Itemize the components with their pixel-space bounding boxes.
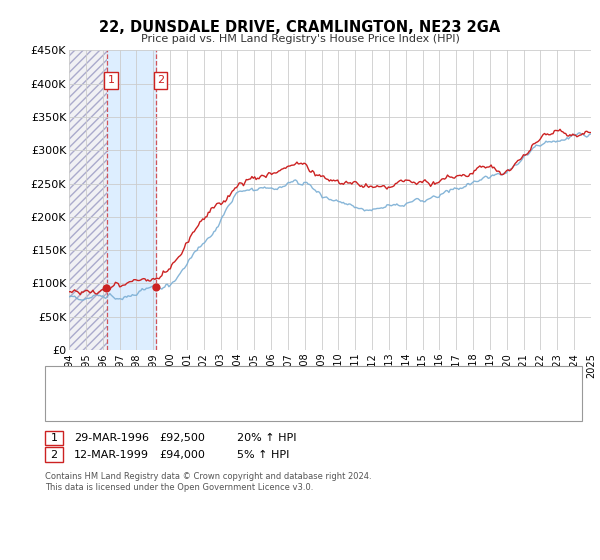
Point bbox=[152, 283, 161, 292]
Bar bbox=[69, 50, 107, 350]
Text: 2: 2 bbox=[50, 450, 58, 460]
Text: 1: 1 bbox=[107, 76, 115, 85]
Text: Contains HM Land Registry data © Crown copyright and database right 2024.: Contains HM Land Registry data © Crown c… bbox=[45, 472, 371, 480]
Text: £92,500: £92,500 bbox=[159, 433, 205, 443]
Text: Price paid vs. HM Land Registry's House Price Index (HPI): Price paid vs. HM Land Registry's House … bbox=[140, 34, 460, 44]
Text: HPI: Average price, detached house, Northumberland: HPI: Average price, detached house, Nort… bbox=[93, 403, 372, 412]
Bar bbox=[107, 50, 157, 350]
Text: 1: 1 bbox=[50, 433, 58, 443]
Text: 29-MAR-1996: 29-MAR-1996 bbox=[74, 433, 149, 443]
Text: 22, DUNSDALE DRIVE, CRAMLINGTON, NE23 2GA (detached house): 22, DUNSDALE DRIVE, CRAMLINGTON, NE23 2G… bbox=[93, 377, 442, 386]
Text: 5% ↑ HPI: 5% ↑ HPI bbox=[237, 450, 289, 460]
Text: 20% ↑ HPI: 20% ↑ HPI bbox=[237, 433, 296, 443]
Text: £94,000: £94,000 bbox=[159, 450, 205, 460]
Text: 22, DUNSDALE DRIVE, CRAMLINGTON, NE23 2GA: 22, DUNSDALE DRIVE, CRAMLINGTON, NE23 2G… bbox=[100, 20, 500, 35]
Text: 12-MAR-1999: 12-MAR-1999 bbox=[74, 450, 149, 460]
Text: 2: 2 bbox=[157, 76, 164, 85]
Bar bbox=[69, 50, 107, 350]
Text: This data is licensed under the Open Government Licence v3.0.: This data is licensed under the Open Gov… bbox=[45, 483, 313, 492]
Point bbox=[102, 284, 112, 293]
